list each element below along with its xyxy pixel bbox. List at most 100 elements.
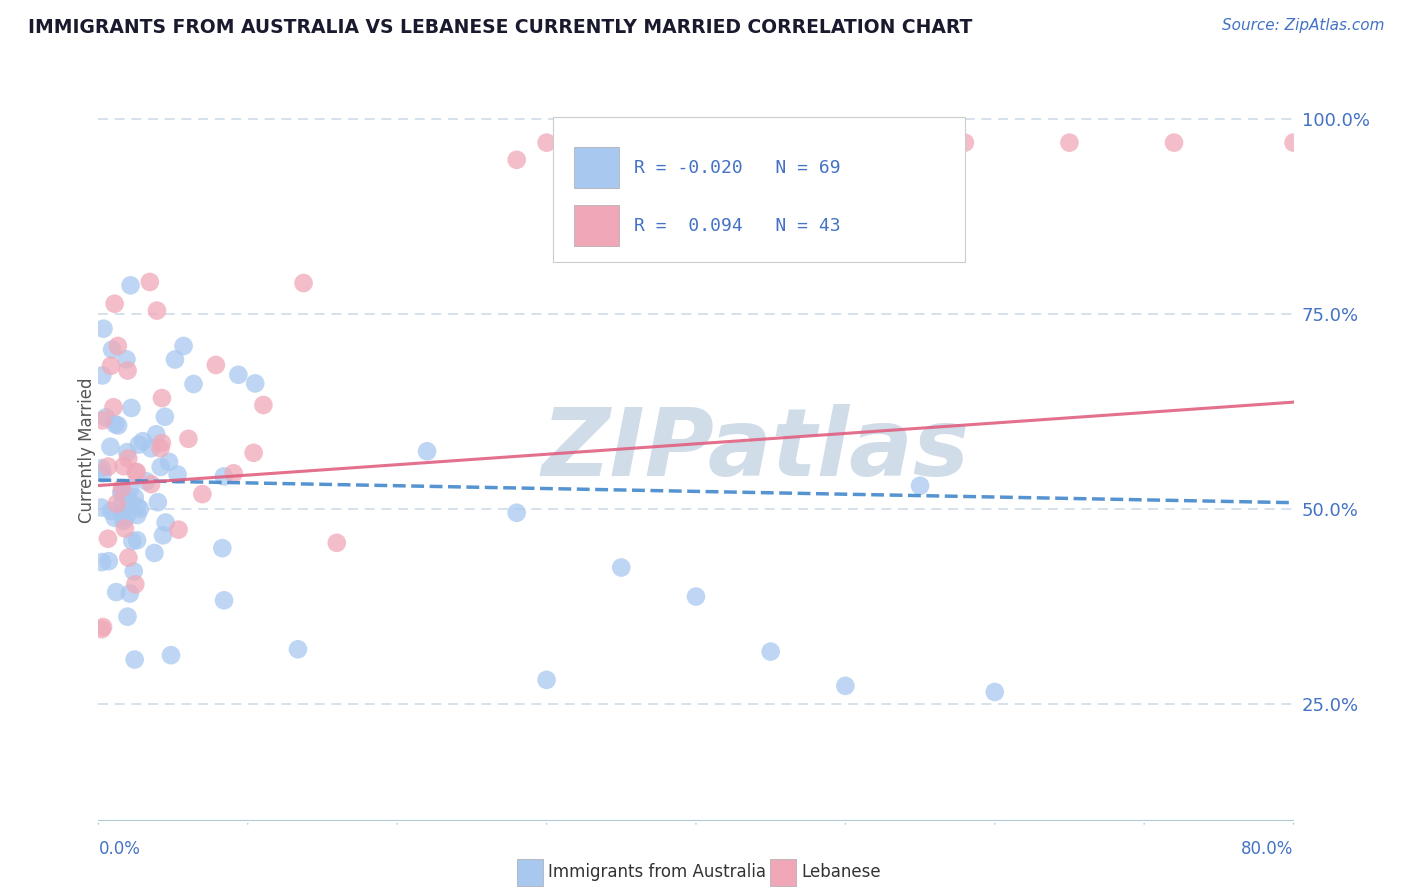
Point [685,590,707,604]
Text: Source: ZipAtlas.com: Source: ZipAtlas.com [1222,18,1385,33]
Text: R =  0.094   N = 43: R = 0.094 N = 43 [634,217,841,235]
Point [152,528,174,542]
Point [111,497,134,511]
Point [118,482,141,496]
Point [104,296,127,310]
Point [145,427,167,442]
Point [112,459,135,474]
Point [146,303,169,318]
Point [97,554,120,568]
Point [205,358,228,372]
Point [91,467,114,481]
Point [90,500,112,515]
Point [655,136,678,150]
Point [91,413,114,427]
Point [104,417,127,432]
Point [150,391,173,405]
Point [91,620,114,634]
Point [124,577,146,591]
Point [105,585,128,599]
Point [105,497,128,511]
Point [759,644,782,658]
Point [122,564,145,578]
Point [908,479,931,493]
Text: Immigrants from Australia: Immigrants from Australia [548,863,766,881]
Point [153,409,176,424]
Point [326,536,349,550]
Point [124,490,146,504]
Point [121,534,143,549]
Point [103,401,125,415]
Point [149,459,172,474]
Text: 0.0%: 0.0% [98,840,141,858]
Point [834,679,856,693]
Point [287,642,309,657]
Point [139,275,162,289]
Point [191,487,214,501]
Point [97,532,120,546]
Point [120,278,142,293]
Point [222,467,245,481]
Point [128,437,150,451]
Point [166,467,188,482]
Point [143,546,166,560]
Point [506,153,529,167]
Point [228,368,250,382]
Point [107,418,129,433]
Point [125,465,148,479]
Point [118,586,141,600]
Point [117,451,139,466]
Point [115,352,138,367]
Point [1282,136,1305,150]
Point [129,501,152,516]
Point [117,609,139,624]
Point [127,508,149,522]
Point [94,410,117,425]
Point [610,560,633,574]
Point [160,648,183,663]
Point [115,510,138,524]
Point [212,593,235,607]
Text: R = -0.020   N = 69: R = -0.020 N = 69 [634,159,841,177]
Bar [574,205,620,246]
Point [117,492,139,507]
Point [111,484,134,499]
Point [117,363,139,377]
Point [111,481,134,495]
Point [127,533,149,548]
Point [111,506,134,520]
Point [104,511,127,525]
Point [865,136,887,150]
Point [91,368,114,383]
Point [127,500,149,514]
Point [114,521,136,535]
Point [117,550,139,565]
Point [1163,136,1185,150]
Text: ZIPatlas: ZIPatlas [541,404,970,497]
Point [1059,136,1081,150]
Point [150,436,173,450]
Text: 80.0%: 80.0% [1241,840,1294,858]
Point [124,652,146,666]
Point [139,442,162,456]
Point [107,339,129,353]
Point [536,673,558,687]
Point [120,401,142,415]
Point [100,504,122,518]
Point [124,465,146,479]
Point [91,555,114,569]
Point [252,398,274,412]
Point [155,516,177,530]
Point [163,352,186,367]
Point [212,469,235,483]
Point [135,475,157,489]
Point [173,339,195,353]
Point [984,685,1007,699]
Point [953,136,976,150]
Point [90,461,112,475]
Point [146,495,169,509]
Point [536,136,558,150]
Point [416,444,439,458]
Point [242,446,264,460]
Point [101,343,124,357]
